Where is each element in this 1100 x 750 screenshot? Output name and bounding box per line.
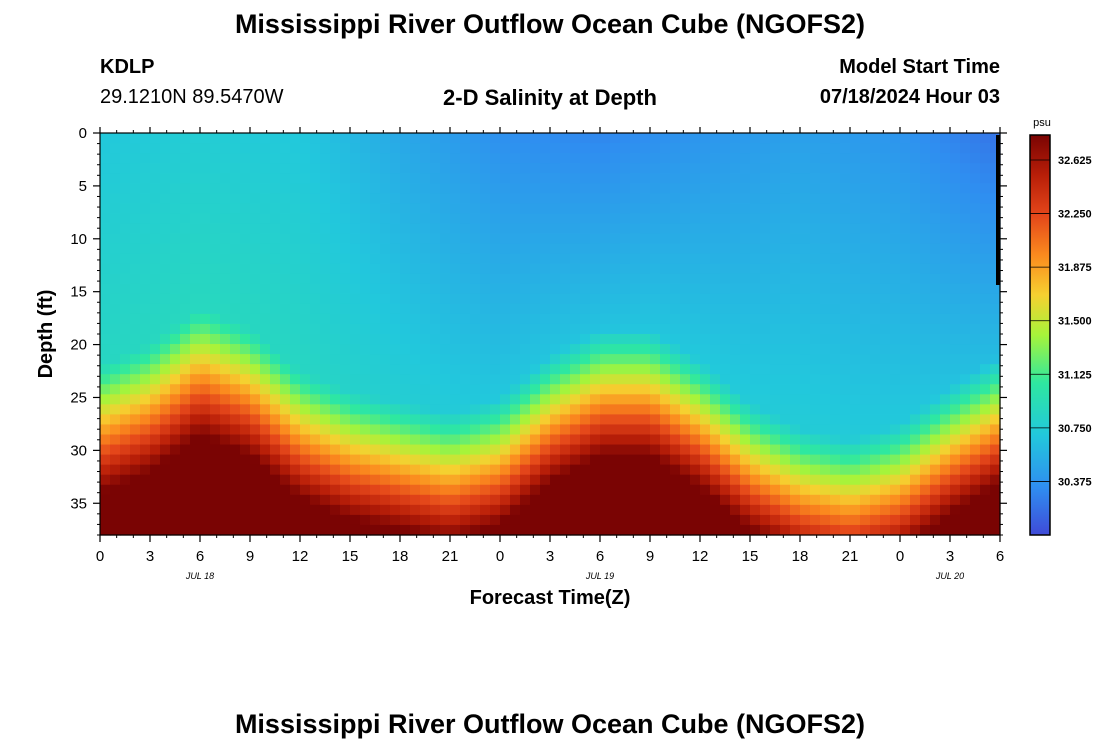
y-tick-label: 15 — [70, 284, 87, 301]
x-tick-label: 15 — [342, 548, 359, 565]
x-tick-label: 21 — [842, 548, 859, 565]
colorbar-tick-label: 31.125 — [1058, 369, 1092, 381]
colorbar-tick-label: 31.500 — [1058, 316, 1092, 328]
x-tick-label: 9 — [646, 548, 654, 565]
x-tick-label: 12 — [692, 548, 709, 565]
x-tick-label: 3 — [546, 548, 554, 565]
x-tick-label: 12 — [292, 548, 309, 565]
footer-title: Mississippi River Outflow Ocean Cube (NG… — [234, 709, 866, 739]
x-tick-label: 0 — [96, 548, 104, 565]
page-title: Mississippi River Outflow Ocean Cube (NG… — [234, 9, 866, 39]
x-tick-label: 3 — [946, 548, 954, 565]
model-start-value: 07/18/2024 Hour 03 — [819, 86, 1000, 108]
x-tick-label: 3 — [146, 548, 154, 565]
heatmap-cells — [100, 133, 1001, 536]
x-tick-label: 18 — [392, 548, 409, 565]
colorbar-tick-label: 32.250 — [1058, 209, 1092, 221]
model-start-label: Model Start Time — [839, 56, 1000, 78]
salinity-heatmap-chart: 0 3 6 9 12 15 18 21 0 3 6 9 12 15 18 21 0 3 6 0 5 10 15 20 25 30… — [35, 117, 1092, 609]
y-tick-label: 20 — [70, 337, 87, 354]
date-labels: JUL 18 JUL 19 JUL 20 — [185, 571, 964, 581]
date-label: JUL 19 — [585, 571, 614, 581]
station-id: KDLP — [100, 56, 155, 78]
y-tick-label: 10 — [70, 231, 87, 248]
x-tick-label: 0 — [496, 548, 504, 565]
colorbar: psu 30.375 30.750 31.125 31.500 31.875 32.250… — [1029, 117, 1092, 536]
x-tick-label: 6 — [196, 548, 204, 565]
y-tick-label: 35 — [70, 495, 87, 512]
date-label: JUL 20 — [935, 571, 964, 581]
y-axis-title: Depth (ft) — [35, 290, 57, 379]
colorbar-unit: psu — [1033, 117, 1051, 129]
x-tick-label: 6 — [596, 548, 604, 565]
x-axis-title: Forecast Time(Z) — [470, 587, 631, 609]
colorbar-ticks: 30.375 30.750 31.125 31.500 31.875 32.250 32.6… — [1030, 155, 1092, 488]
y-tick-label: 25 — [70, 389, 87, 406]
date-label: JUL 18 — [185, 571, 214, 581]
x-tick-label: 21 — [442, 548, 459, 565]
colorbar-gradient — [1029, 134, 1051, 536]
x-tick-label: 9 — [246, 548, 254, 565]
y-axis: 0 5 10 15 20 25 30 35 — [70, 125, 1007, 536]
x-tick-label: 18 — [792, 548, 809, 565]
colorbar-tick-label: 32.625 — [1058, 155, 1092, 167]
colorbar-tick-label: 30.375 — [1058, 476, 1092, 488]
y-tick-label: 30 — [70, 442, 87, 459]
station-coords: 29.1210N 89.5470W — [100, 86, 284, 108]
colorbar-tick-label: 30.750 — [1058, 423, 1092, 435]
x-axis: 0 3 6 9 12 15 18 21 0 3 6 9 12 15 18 21 0 3 6 — [96, 127, 1004, 565]
chart-subtitle: 2-D Salinity at Depth — [443, 85, 657, 110]
y-tick-label: 5 — [79, 178, 87, 195]
x-tick-label: 6 — [996, 548, 1004, 565]
x-tick-label: 15 — [742, 548, 759, 565]
x-tick-label: 0 — [896, 548, 904, 565]
y-tick-label: 0 — [79, 125, 87, 142]
colorbar-tick-label: 31.875 — [1058, 262, 1092, 274]
